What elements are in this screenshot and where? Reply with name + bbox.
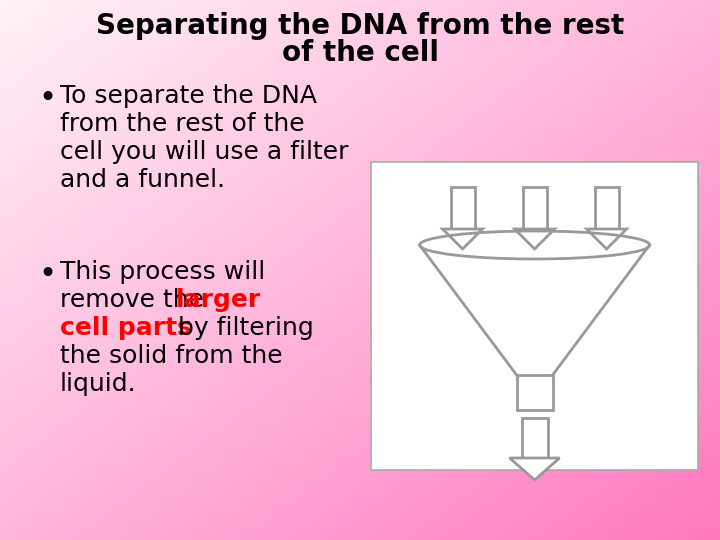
Text: of the cell: of the cell — [282, 39, 438, 67]
Text: To separate the DNA: To separate the DNA — [60, 84, 317, 108]
Text: by filtering: by filtering — [170, 316, 314, 340]
Text: the solid from the: the solid from the — [60, 344, 283, 368]
Text: cell parts: cell parts — [60, 316, 192, 340]
Polygon shape — [443, 229, 482, 249]
Polygon shape — [587, 229, 626, 249]
Text: larger: larger — [176, 288, 261, 312]
Text: •: • — [38, 84, 56, 113]
Polygon shape — [521, 418, 548, 458]
Text: Separating the DNA from the rest: Separating the DNA from the rest — [96, 12, 624, 40]
Polygon shape — [510, 458, 559, 480]
Text: cell you will use a filter: cell you will use a filter — [60, 140, 348, 164]
Text: remove the: remove the — [60, 288, 212, 312]
Text: liquid.: liquid. — [60, 372, 137, 396]
Text: and a funnel.: and a funnel. — [60, 168, 225, 192]
Text: from the rest of the: from the rest of the — [60, 112, 305, 136]
Text: •: • — [38, 260, 56, 289]
Text: This process will: This process will — [60, 260, 265, 284]
FancyBboxPatch shape — [371, 162, 698, 470]
Polygon shape — [523, 187, 546, 229]
Polygon shape — [517, 375, 553, 410]
Polygon shape — [515, 229, 554, 249]
Polygon shape — [595, 187, 618, 229]
Polygon shape — [451, 187, 474, 229]
